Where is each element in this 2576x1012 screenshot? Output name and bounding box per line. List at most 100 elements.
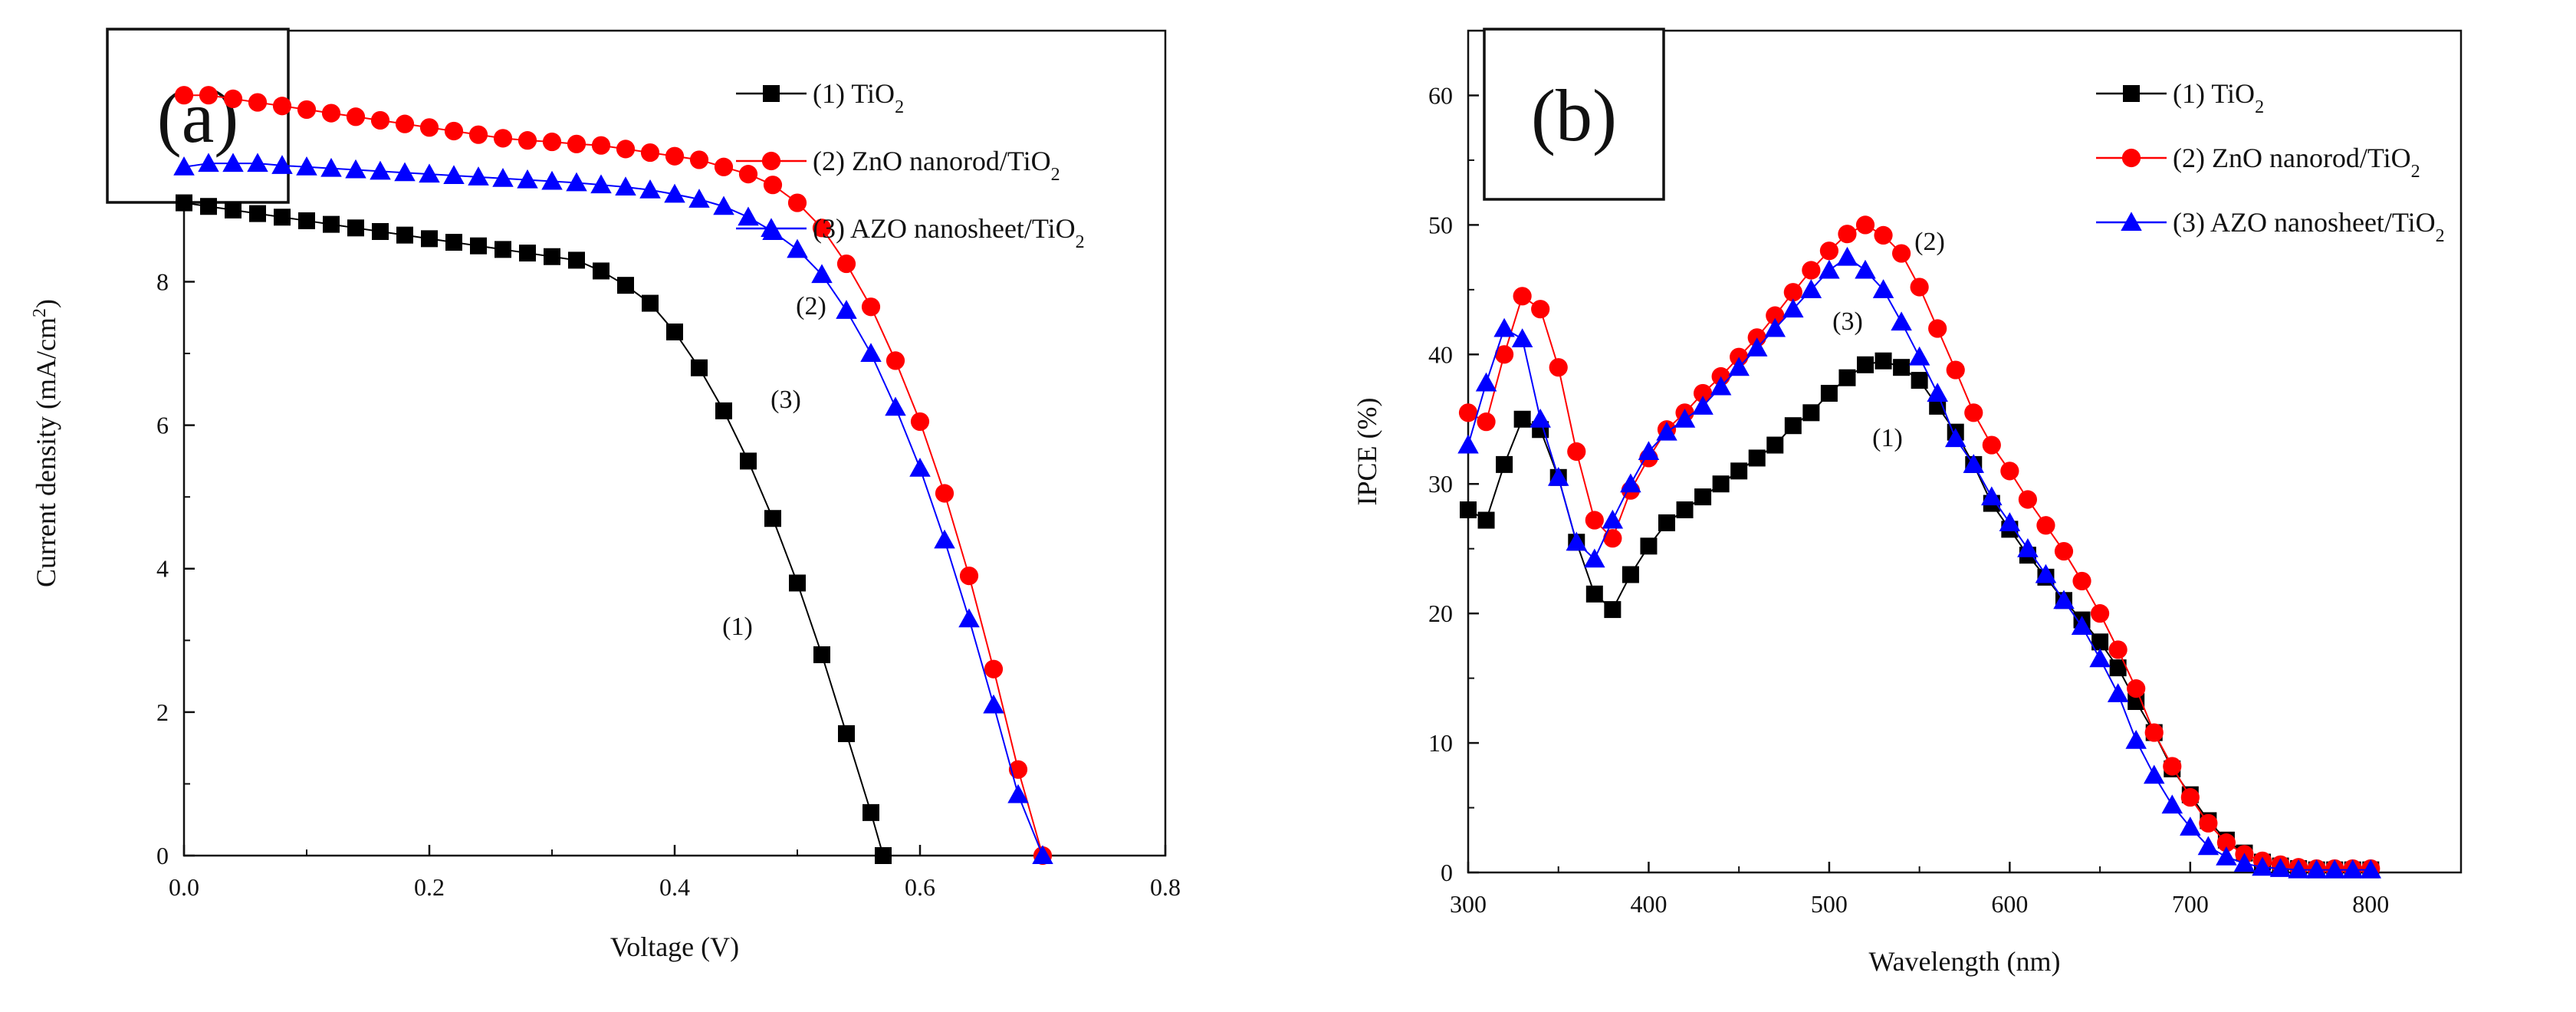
- data-point: [321, 104, 341, 123]
- y-tick-label: 30: [1428, 470, 1453, 498]
- data-point: [2036, 516, 2055, 535]
- data-point: [1819, 242, 1839, 261]
- data-point: [1604, 601, 1622, 619]
- data-point: [495, 241, 511, 258]
- data-point: [1477, 511, 1495, 529]
- data-point: [470, 237, 487, 255]
- data-point: [541, 170, 563, 190]
- data-point: [1800, 279, 1822, 298]
- data-point: [1620, 473, 1641, 493]
- series-1: [1460, 352, 2380, 879]
- data-point: [544, 248, 560, 265]
- data-point: [1585, 511, 1604, 530]
- data-point: [2180, 787, 2200, 807]
- curve-label: (2): [796, 292, 826, 320]
- y-tick-label: 20: [1428, 600, 1453, 627]
- data-point: [2018, 490, 2038, 509]
- data-point: [1728, 356, 1750, 376]
- data-point: [518, 131, 537, 150]
- data-point: [1872, 279, 1894, 298]
- data-point: [176, 194, 192, 212]
- data-point: [1475, 372, 1497, 392]
- data-point: [492, 167, 514, 187]
- data-point: [909, 457, 931, 477]
- x-tick-label: 700: [2172, 890, 2209, 918]
- data-point: [225, 201, 242, 219]
- data-point: [1927, 383, 1948, 402]
- data-point: [875, 847, 892, 864]
- data-point: [886, 351, 905, 370]
- data-point: [642, 294, 659, 312]
- data-point: [1730, 462, 1748, 480]
- data-point: [1855, 259, 1876, 279]
- data-point: [298, 212, 315, 229]
- data-point: [863, 803, 879, 821]
- series-3: [173, 153, 1053, 864]
- legend-item: (2) ZnO nanorod/TiO2: [736, 146, 1060, 185]
- x-tick-label: 0.6: [905, 873, 935, 901]
- legend-item: (1) TiO2: [736, 78, 904, 117]
- data-point: [274, 209, 291, 226]
- data-point: [173, 156, 195, 176]
- series-line: [1467, 224, 2371, 869]
- data-point: [493, 129, 513, 148]
- data-point: [590, 174, 612, 194]
- data-point: [2000, 462, 2019, 481]
- data-point: [1944, 428, 1967, 448]
- x-tick-label: 0.4: [659, 873, 690, 901]
- data-point: [345, 159, 366, 179]
- y-tick-label: 0: [1441, 859, 1453, 886]
- data-point: [1855, 215, 1875, 235]
- data-point: [640, 143, 660, 163]
- x-tick-label: 0.2: [414, 873, 445, 901]
- data-point: [249, 205, 266, 222]
- data-point: [370, 110, 390, 130]
- data-point: [2017, 537, 2039, 557]
- data-point: [1874, 225, 1893, 245]
- x-tick-label: 300: [1450, 890, 1487, 918]
- y-tick-label: 2: [156, 698, 169, 726]
- data-point: [1674, 409, 1696, 428]
- data-point: [764, 510, 781, 527]
- data-point: [1820, 384, 1838, 402]
- y-tick-label: 40: [1428, 340, 1453, 368]
- data-point: [2108, 640, 2128, 659]
- data-point: [1893, 359, 1911, 376]
- series-line: [1467, 360, 2371, 871]
- data-point: [248, 93, 268, 112]
- data-point: [1622, 566, 1639, 583]
- data-point: [935, 484, 955, 503]
- x-tick-label: 400: [1630, 890, 1667, 918]
- data-point: [1963, 454, 1985, 473]
- data-point: [372, 222, 389, 240]
- data-point: [419, 163, 440, 183]
- data-point: [983, 694, 1004, 714]
- panel-label-box: [106, 28, 290, 204]
- y-axis-label: Current density (mA/cm2): [30, 299, 61, 587]
- data-point: [2053, 590, 2075, 610]
- x-tick-label: 800: [2352, 890, 2389, 918]
- data-point: [838, 724, 855, 742]
- data-point: [320, 157, 342, 177]
- data-point: [1693, 383, 1713, 403]
- data-point: [1458, 403, 1478, 422]
- curve-label: (1): [722, 613, 753, 641]
- legend-label: (3) AZO nanosheet/TiO2: [813, 213, 1085, 252]
- data-point: [2109, 659, 2127, 677]
- legend-label: (2) ZnO nanorod/TiO2: [813, 146, 1060, 185]
- x-tick-label: 500: [1811, 890, 1848, 918]
- data-point: [2360, 859, 2382, 879]
- data-point: [2180, 816, 2201, 836]
- data-point: [1764, 317, 1786, 337]
- data-point: [1999, 512, 2021, 531]
- data-point: [787, 193, 807, 212]
- data-point: [984, 659, 1004, 678]
- data-point: [1658, 514, 1675, 531]
- data-point: [323, 215, 340, 233]
- data-point: [1746, 337, 1768, 356]
- legend: (1) TiO2 (2) ZnO nanorod/TiO2 (3) AZO nano…: [2096, 78, 2445, 246]
- data-point: [763, 176, 783, 195]
- data-point: [1547, 467, 1569, 486]
- data-point: [1676, 501, 1694, 519]
